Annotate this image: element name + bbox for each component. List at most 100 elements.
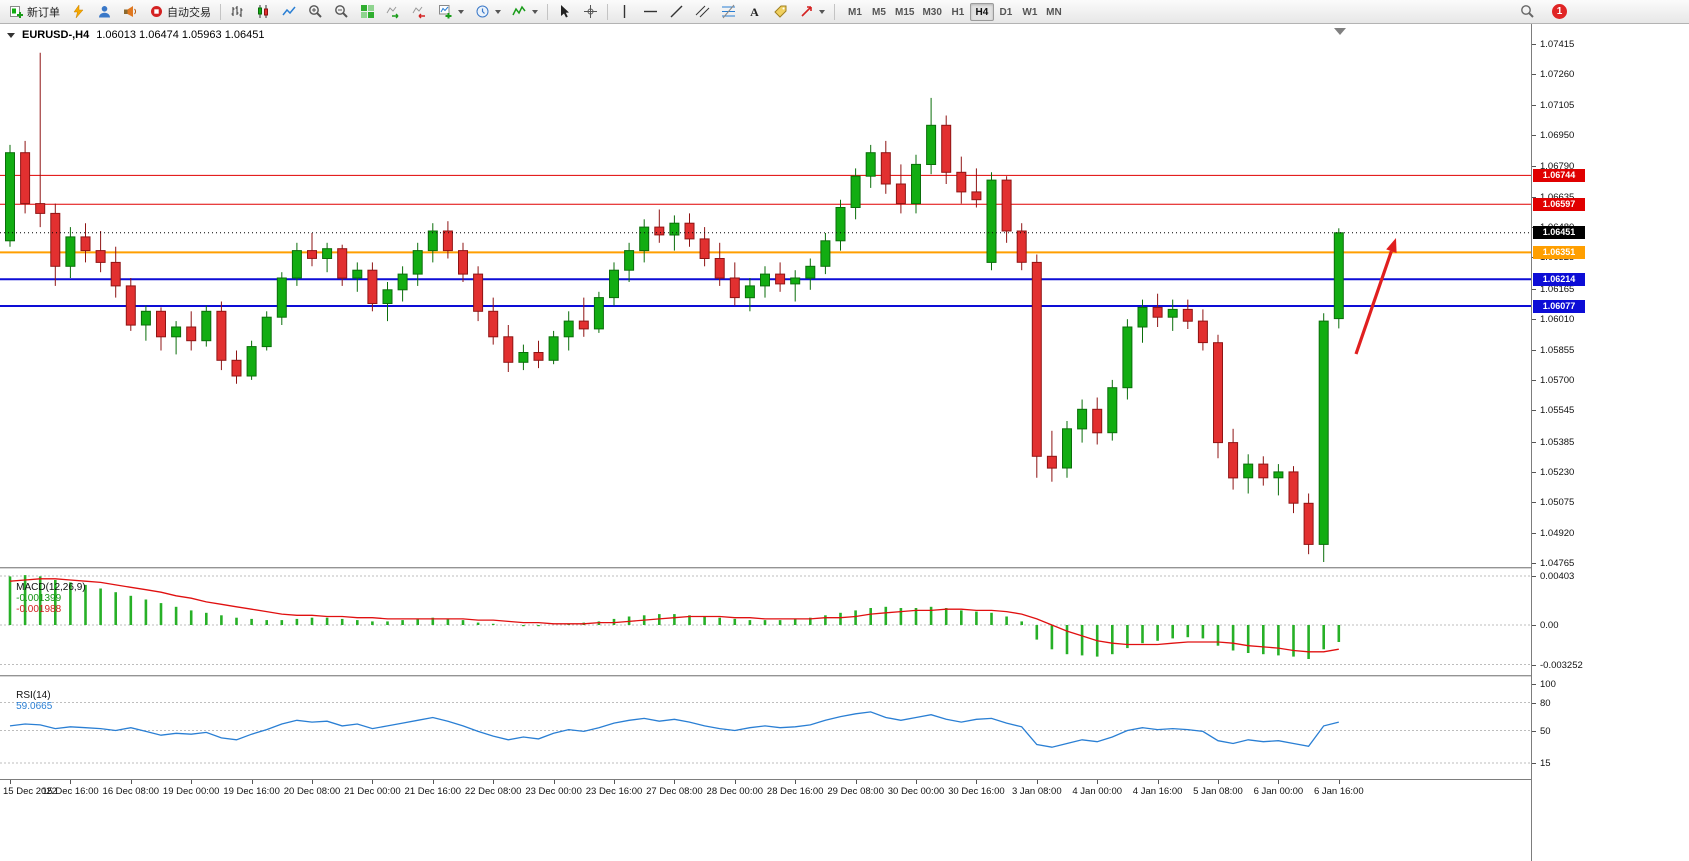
panel-divider[interactable] (0, 567, 1689, 569)
macd-histogram (8, 575, 1341, 659)
axis-label: 1.05545 (1540, 405, 1575, 417)
bar-chart-button[interactable] (225, 1, 250, 22)
axis-label: 1.05855 (1540, 344, 1575, 356)
time-axis-tick (312, 780, 313, 784)
crosshair-button[interactable] (578, 1, 603, 22)
megaphone-button[interactable] (118, 1, 143, 22)
vertical-line-button[interactable] (612, 1, 637, 22)
chart-shift-icon (412, 4, 427, 19)
timeframe-h1[interactable]: H1 (951, 6, 965, 18)
rsi-name: RSI(14) (16, 690, 51, 701)
zoom-out-button[interactable] (329, 1, 354, 22)
time-axis-label: 28 Dec 00:00 (706, 786, 764, 797)
chevron-down-icon (819, 9, 825, 14)
axis-tick (1532, 664, 1536, 666)
panel-divider[interactable] (0, 675, 1689, 677)
timeframe-m15[interactable]: M15 (895, 6, 915, 18)
community-icon (97, 4, 112, 19)
horizontal-line-button[interactable] (638, 1, 663, 22)
axis-tick (1532, 349, 1536, 351)
price-marker: 1.06351 (1533, 245, 1585, 259)
rsi-line (9, 711, 1339, 748)
axis-label: 1.05700 (1540, 374, 1575, 386)
timeframe-m30[interactable]: M30 (922, 6, 942, 18)
price-chart[interactable] (0, 24, 1531, 567)
time-axis-label: 19 Dec 00:00 (162, 786, 220, 797)
macd-panel[interactable] (0, 569, 1531, 675)
new-order-icon (9, 4, 24, 19)
label-tool-button[interactable] (768, 1, 793, 22)
time-axis-label: 21 Dec 00:00 (344, 786, 401, 797)
toolbar-separator (607, 3, 608, 20)
axis-tick (1532, 763, 1536, 765)
search-button[interactable] (1515, 1, 1540, 22)
time-axis-tick (372, 780, 374, 784)
new-chart-button[interactable] (433, 1, 469, 22)
line-chart-button[interactable] (277, 1, 302, 22)
chart-shift-button[interactable] (407, 1, 432, 22)
auto-scroll-button[interactable] (381, 1, 406, 22)
axis-tick (1532, 166, 1536, 168)
axis-label: 1.05230 (1540, 466, 1575, 478)
time-axis-label: 15 Dec 16:00 (42, 786, 99, 797)
tile-windows-button[interactable] (355, 1, 380, 22)
tile-windows-icon (360, 4, 375, 19)
axis-label: 0.00 (1540, 620, 1559, 631)
axis-tick (1532, 44, 1536, 45)
timeframe-m5[interactable]: M5 (872, 6, 886, 18)
trend-arrow-annotation[interactable] (1354, 238, 1397, 355)
time-axis-label: 29 Dec 08:00 (827, 786, 884, 797)
lightning-button[interactable] (66, 1, 91, 22)
axis-tick (1532, 625, 1536, 626)
chart-shift-marker[interactable] (1334, 28, 1346, 35)
timeframe-d1[interactable]: D1 (999, 6, 1013, 18)
channel-button[interactable] (690, 1, 715, 22)
auto-trading-button[interactable]: 自动交易 (144, 1, 216, 22)
zoom-in-button[interactable] (303, 1, 328, 22)
price-marker: 1.06214 (1533, 272, 1585, 286)
community-button[interactable] (92, 1, 117, 22)
lightning-icon (71, 4, 86, 19)
time-axis-tick (1338, 780, 1340, 784)
axis-tick (1532, 702, 1536, 704)
candlestick-chart-button[interactable] (251, 1, 276, 22)
cursor-icon (557, 4, 572, 19)
new-order-button[interactable]: 新订单 (4, 1, 65, 22)
fibonacci-button[interactable] (716, 1, 741, 22)
axis-tick (1532, 471, 1536, 473)
timeframe-mn[interactable]: MN (1046, 6, 1062, 18)
timeframe-w1[interactable]: W1 (1022, 6, 1038, 18)
rsi-panel[interactable] (0, 677, 1531, 779)
time-axis-tick (855, 780, 857, 784)
text-tool-button[interactable]: A (742, 1, 767, 22)
indicators-button[interactable] (507, 1, 543, 22)
period-button[interactable] (470, 1, 506, 22)
chart-menu-icon[interactable] (7, 32, 15, 38)
axis-label: 1.04920 (1540, 527, 1575, 539)
axis-tick (1532, 563, 1536, 564)
time-axis-label: 22 Dec 08:00 (464, 786, 522, 797)
axis-label: 1.07415 (1540, 39, 1575, 50)
time-axis-label: 20 Dec 08:00 (283, 786, 341, 797)
axis-label: 80 (1540, 697, 1551, 709)
chart-window[interactable]: EURUSD-,H4 1.06013 1.06474 1.05963 1.064… (0, 24, 1689, 861)
shapes-button[interactable] (794, 1, 830, 22)
toolbar-right-group: 1 (1515, 1, 1567, 22)
trendline-button[interactable] (664, 1, 689, 22)
cursor-button[interactable] (552, 1, 577, 22)
axis-tick (1532, 196, 1536, 198)
time-axis[interactable]: 15 Dec 2022 15 Dec 16:00 16 Dec 08:00 19 De… (0, 779, 1689, 801)
tag-icon (773, 4, 788, 19)
timeframe-m1[interactable]: M1 (848, 6, 862, 18)
macd-signal-value: -0.001988 (16, 604, 62, 615)
price-axis[interactable]: 1.07415 1.07260 1.07105 1.06950 1.06790 1.066… (1531, 24, 1689, 861)
price-marker: 1.06451 (1533, 226, 1585, 240)
clock-icon (475, 4, 490, 19)
horizontal-line-icon (643, 4, 658, 19)
timeframe-h4[interactable]: H4 (969, 2, 994, 21)
trendline-icon (669, 4, 684, 19)
time-axis-tick (976, 780, 978, 784)
notification-badge[interactable]: 1 (1552, 4, 1567, 19)
axis-label: 15 (1540, 758, 1551, 770)
time-axis-label: 15 Dec 2022 (3, 786, 57, 797)
